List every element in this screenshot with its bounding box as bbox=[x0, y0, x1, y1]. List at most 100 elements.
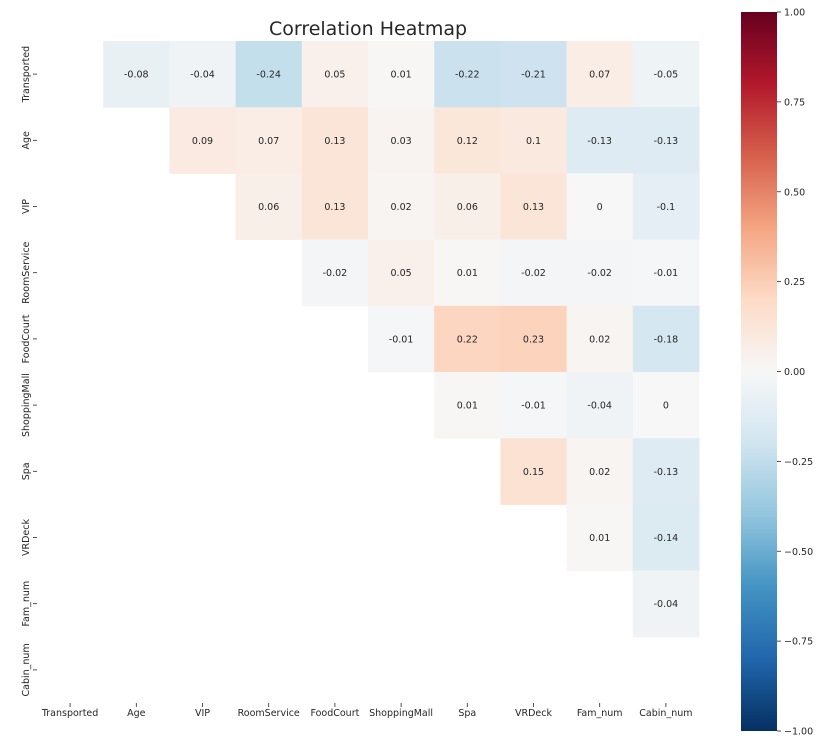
heatmap-cell bbox=[500, 173, 568, 241]
cell-value-label: -0.13 bbox=[654, 467, 679, 478]
heatmap-cell bbox=[566, 41, 634, 108]
heatmap-cell bbox=[566, 173, 634, 241]
cell-value-label: -0.18 bbox=[654, 334, 679, 345]
cell-value-label: -0.01 bbox=[654, 268, 679, 279]
y-tick-label: Transported bbox=[21, 46, 32, 103]
heatmap-cell bbox=[368, 107, 435, 174]
cell-value-label: -0.21 bbox=[521, 70, 546, 81]
cell-value-label: 0.13 bbox=[324, 136, 345, 147]
x-tick-label: FoodCourt bbox=[310, 708, 359, 719]
colorbar-tick-label: 1.00 bbox=[784, 8, 805, 19]
cell-value-label: -0.02 bbox=[587, 268, 612, 279]
cell-value-label: -0.05 bbox=[654, 70, 679, 81]
heatmap-cell bbox=[566, 239, 634, 307]
heatmap-cell bbox=[301, 173, 369, 241]
cell-value-label: 0.03 bbox=[391, 136, 412, 147]
cell-value-label: 0.01 bbox=[391, 70, 412, 81]
colorbar-tick-label: −0.25 bbox=[784, 457, 813, 468]
y-tick-label: VIP bbox=[21, 199, 32, 214]
x-tick-label: Transported bbox=[41, 708, 98, 719]
y-tick-label: Spa bbox=[21, 462, 32, 480]
heatmap-cell bbox=[500, 438, 568, 505]
heatmap-cell bbox=[301, 239, 369, 307]
heatmap-cell bbox=[566, 305, 634, 373]
colorbar-tick-label: 0.00 bbox=[784, 367, 805, 378]
heatmap-cell bbox=[434, 239, 501, 307]
colorbar-tick-label: −1.00 bbox=[784, 727, 813, 738]
heatmap-cell bbox=[368, 239, 435, 307]
colorbar-tick-label: 0.75 bbox=[784, 97, 805, 108]
cell-value-label: 0.06 bbox=[457, 202, 478, 213]
cell-value-label: 0.07 bbox=[258, 136, 279, 147]
heatmap-cell bbox=[169, 107, 237, 174]
heatmap-cell bbox=[500, 239, 568, 307]
cell-value-label: 0.02 bbox=[391, 202, 412, 213]
heatmap-cell bbox=[566, 438, 634, 505]
cell-value-label: -0.13 bbox=[587, 136, 612, 147]
cell-value-label: -0.13 bbox=[654, 136, 679, 147]
cell-value-label: 0.23 bbox=[523, 334, 544, 345]
heatmap-cell bbox=[434, 107, 501, 174]
heatmap-cell bbox=[632, 239, 700, 307]
colorbar-tick-label: 0.50 bbox=[784, 187, 805, 198]
cell-value-label: -0.02 bbox=[521, 268, 546, 279]
heatmap-cell bbox=[368, 173, 435, 241]
cell-value-label: -0.01 bbox=[389, 334, 414, 345]
colorbar-tick-label: 0.25 bbox=[784, 277, 805, 288]
heatmap-cell bbox=[103, 41, 170, 108]
cell-value-label: 0.01 bbox=[457, 268, 478, 279]
cell-value-label: 0.09 bbox=[192, 136, 213, 147]
cell-value-label: -0.24 bbox=[256, 70, 281, 81]
heatmap-cell bbox=[235, 107, 303, 174]
y-tick-label: Cabin_num bbox=[21, 643, 32, 696]
heatmap-cell bbox=[368, 305, 435, 373]
colorbar-tick-label: −0.75 bbox=[784, 637, 813, 648]
cell-value-label: 0.05 bbox=[324, 70, 345, 81]
cell-value-label: 0.15 bbox=[523, 467, 544, 478]
x-tick-label: RoomService bbox=[238, 708, 300, 719]
heatmap-cell bbox=[301, 41, 369, 108]
heatmap-cell bbox=[632, 173, 700, 241]
cell-value-label: 0.1 bbox=[526, 136, 541, 147]
heatmap-cell bbox=[500, 107, 568, 174]
y-tick-label: Age bbox=[21, 131, 32, 150]
cell-value-label: 0.22 bbox=[457, 334, 478, 345]
heatmap-cell bbox=[566, 107, 634, 174]
heatmap-cell bbox=[434, 305, 501, 373]
x-tick-label: ShoppingMall bbox=[369, 708, 433, 719]
heatmap-cell bbox=[500, 305, 568, 373]
y-tick-label: FoodCourt bbox=[21, 314, 32, 363]
colorbar-tick-label: −0.50 bbox=[784, 547, 813, 558]
x-tick-label: Spa bbox=[458, 708, 476, 719]
cell-value-label: -0.04 bbox=[587, 401, 612, 412]
heatmap-cell bbox=[632, 41, 700, 108]
cell-value-label: 0.13 bbox=[324, 202, 345, 213]
x-tick-label: Fam_num bbox=[577, 708, 623, 719]
y-tick-label: RoomService bbox=[21, 241, 32, 303]
y-tick-label: Fam_num bbox=[21, 581, 32, 627]
heatmap-cell bbox=[368, 41, 435, 108]
cell-value-label: 0.07 bbox=[589, 70, 610, 81]
cell-value-label: -0.1 bbox=[657, 202, 676, 213]
heatmap-cell bbox=[500, 372, 568, 439]
heatmap-cell bbox=[632, 107, 700, 174]
cell-value-label: -0.02 bbox=[323, 268, 348, 279]
heatmap-cell bbox=[235, 41, 303, 108]
chart-title: Correlation Heatmap bbox=[269, 18, 467, 40]
x-tick-label: VRDeck bbox=[515, 708, 552, 719]
cell-value-label: 0.12 bbox=[457, 136, 478, 147]
heatmap-cell bbox=[500, 41, 568, 108]
heatmap-cell bbox=[235, 173, 303, 241]
cell-value-label: 0.06 bbox=[258, 202, 279, 213]
cell-value-label: 0 bbox=[663, 401, 669, 412]
y-tick-label: VRDeck bbox=[21, 519, 32, 556]
cell-value-label: -0.04 bbox=[190, 70, 215, 81]
heatmap-cell bbox=[434, 173, 501, 241]
cell-value-label: 0 bbox=[597, 202, 603, 213]
heatmap-cell bbox=[434, 41, 501, 108]
cell-value-label: -0.22 bbox=[455, 70, 480, 81]
heatmap-cell bbox=[632, 504, 700, 572]
cell-value-label: 0.01 bbox=[589, 533, 610, 544]
heatmap-cell bbox=[301, 107, 369, 174]
